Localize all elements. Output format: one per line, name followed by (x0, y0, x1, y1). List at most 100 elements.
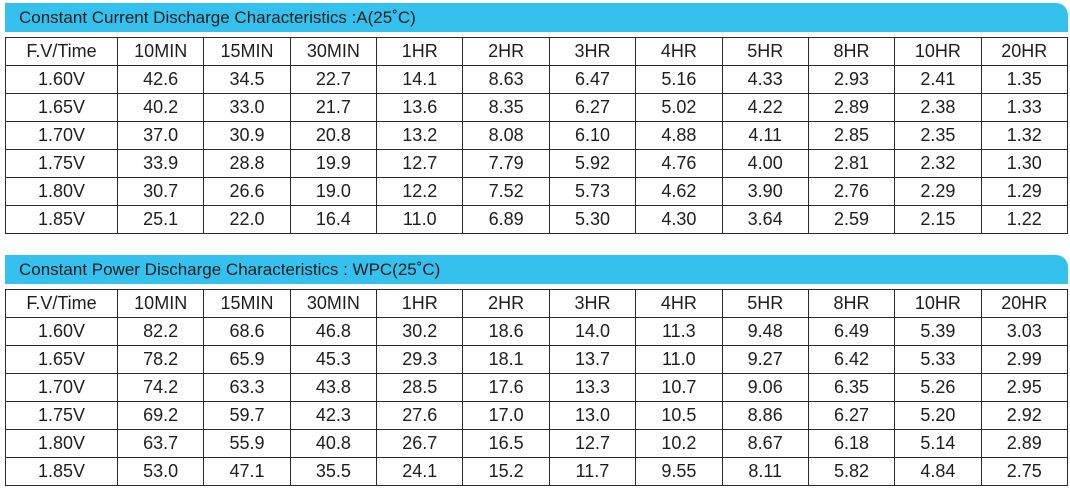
value-cell: 16.4 (289, 205, 378, 234)
value-cell: 69.2 (116, 401, 205, 430)
value-cell: 6.89 (462, 205, 550, 234)
voltage-cell: 1.60V (5, 65, 118, 94)
value-cell: 2.29 (894, 177, 982, 206)
value-cell: 8.63 (462, 65, 550, 94)
header-cell: F.V/Time (5, 289, 118, 318)
value-cell: 19.9 (289, 149, 378, 178)
value-cell: 8.08 (462, 121, 550, 150)
header-cell: 1HR (376, 289, 464, 318)
value-cell: 10.5 (635, 401, 723, 430)
header-cell: 8HR (807, 37, 896, 66)
value-cell: 16.5 (462, 429, 550, 458)
value-cell: 26.6 (203, 177, 291, 206)
value-cell: 5.14 (894, 429, 982, 458)
value-cell: 2.89 (807, 93, 896, 122)
value-cell: 3.90 (721, 177, 809, 206)
header-cell: 3HR (548, 289, 637, 318)
value-cell: 17.6 (462, 373, 550, 402)
value-cell: 28.8 (203, 149, 291, 178)
table-row: 1.60V 42.6 34.5 22.7 14.1 8.63 6.47 5.16 4.33 2.9… (5, 65, 1069, 94)
value-cell: 13.7 (548, 345, 637, 374)
value-cell: 10.2 (635, 429, 723, 458)
value-cell: 20.8 (289, 121, 378, 150)
voltage-cell: 1.75V (5, 149, 118, 178)
value-cell: 12.7 (548, 429, 637, 458)
value-cell: 18.6 (462, 317, 550, 346)
value-cell: 10.7 (635, 373, 723, 402)
value-cell: 5.39 (894, 317, 982, 346)
voltage-cell: 1.80V (5, 429, 118, 458)
header-cell: 8HR (807, 289, 896, 318)
value-cell: 59.7 (203, 401, 291, 430)
table-row: 1.65V 78.2 65.9 45.3 29.3 18.1 13.7 11.0 9.27 6.4… (5, 345, 1069, 374)
value-cell: 63.7 (116, 429, 205, 458)
value-cell: 14.1 (376, 65, 464, 94)
header-cell: 15MIN (203, 289, 291, 318)
current-discharge-section: Constant Current Discharge Characteristi… (5, 3, 1069, 234)
value-cell: 15.2 (462, 457, 550, 486)
table-row: 1.75V 33.9 28.8 19.9 12.7 7.79 5.92 4.76 4.00 2.8… (5, 149, 1069, 178)
table-row: 1.85V 53.0 47.1 35.5 24.1 15.2 11.7 9.55 8.11 5.8… (5, 457, 1069, 486)
value-cell: 5.82 (807, 457, 896, 486)
power-discharge-rows: 1.60V 82.2 68.6 46.8 30.2 18.6 14.0 11.3 9.48 6.4… (5, 317, 1069, 486)
value-cell: 2.89 (980, 429, 1069, 458)
value-cell: 1.30 (980, 149, 1069, 178)
value-cell: 33.0 (203, 93, 291, 122)
value-cell: 5.16 (635, 65, 723, 94)
value-cell: 4.22 (721, 93, 809, 122)
header-cell: 5HR (721, 37, 809, 66)
value-cell: 13.2 (376, 121, 464, 150)
value-cell: 2.85 (807, 121, 896, 150)
value-cell: 5.26 (894, 373, 982, 402)
value-cell: 11.0 (376, 205, 464, 234)
voltage-cell: 1.85V (5, 457, 118, 486)
value-cell: 4.30 (635, 205, 723, 234)
header-cell: 4HR (635, 37, 723, 66)
value-cell: 2.15 (894, 205, 982, 234)
value-cell: 43.8 (289, 373, 378, 402)
value-cell: 6.42 (807, 345, 896, 374)
value-cell: 63.3 (203, 373, 291, 402)
value-cell: 26.7 (376, 429, 464, 458)
header-cell: 10MIN (116, 289, 205, 318)
value-cell: 21.7 (289, 93, 378, 122)
value-cell: 29.3 (376, 345, 464, 374)
value-cell: 1.29 (980, 177, 1069, 206)
value-cell: 1.22 (980, 205, 1069, 234)
value-cell: 1.32 (980, 121, 1069, 150)
voltage-cell: 1.65V (5, 345, 118, 374)
value-cell: 22.0 (203, 205, 291, 234)
header-cell: 10HR (894, 37, 982, 66)
value-cell: 9.48 (721, 317, 809, 346)
current-discharge-table: F.V/Time 10MIN 15MIN 30MIN 1HR 2HR 3HR 4… (5, 37, 1069, 234)
value-cell: 8.67 (721, 429, 809, 458)
header-row: F.V/Time 10MIN 15MIN 30MIN 1HR 2HR 3HR 4… (5, 37, 1069, 66)
value-cell: 13.6 (376, 93, 464, 122)
value-cell: 12.2 (376, 177, 464, 206)
value-cell: 42.3 (289, 401, 378, 430)
value-cell: 5.92 (548, 149, 637, 178)
value-cell: 74.2 (116, 373, 205, 402)
value-cell: 13.3 (548, 373, 637, 402)
value-cell: 53.0 (116, 457, 205, 486)
value-cell: 82.2 (116, 317, 205, 346)
value-cell: 4.11 (721, 121, 809, 150)
value-cell: 55.9 (203, 429, 291, 458)
value-cell: 33.9 (116, 149, 205, 178)
value-cell: 40.8 (289, 429, 378, 458)
current-discharge-title: Constant Current Discharge Characteristi… (5, 3, 1068, 32)
value-cell: 6.27 (807, 401, 896, 430)
header-cell: 10MIN (116, 37, 205, 66)
voltage-cell: 1.60V (5, 317, 118, 346)
value-cell: 6.47 (548, 65, 637, 94)
header-cell: 3HR (548, 37, 637, 66)
header-cell: 30MIN (289, 37, 378, 66)
voltage-cell: 1.70V (5, 373, 118, 402)
header-row: F.V/Time 10MIN 15MIN 30MIN 1HR 2HR 3HR 4… (5, 289, 1069, 318)
table-row: 1.70V 74.2 63.3 43.8 28.5 17.6 13.3 10.7 9.06 6.3… (5, 373, 1069, 402)
header-cell: 2HR (462, 289, 550, 318)
value-cell: 6.18 (807, 429, 896, 458)
value-cell: 4.62 (635, 177, 723, 206)
header-cell: 15MIN (203, 37, 291, 66)
table-row: 1.70V 37.0 30.9 20.8 13.2 8.08 6.10 4.88 4.11 2.8… (5, 121, 1069, 150)
